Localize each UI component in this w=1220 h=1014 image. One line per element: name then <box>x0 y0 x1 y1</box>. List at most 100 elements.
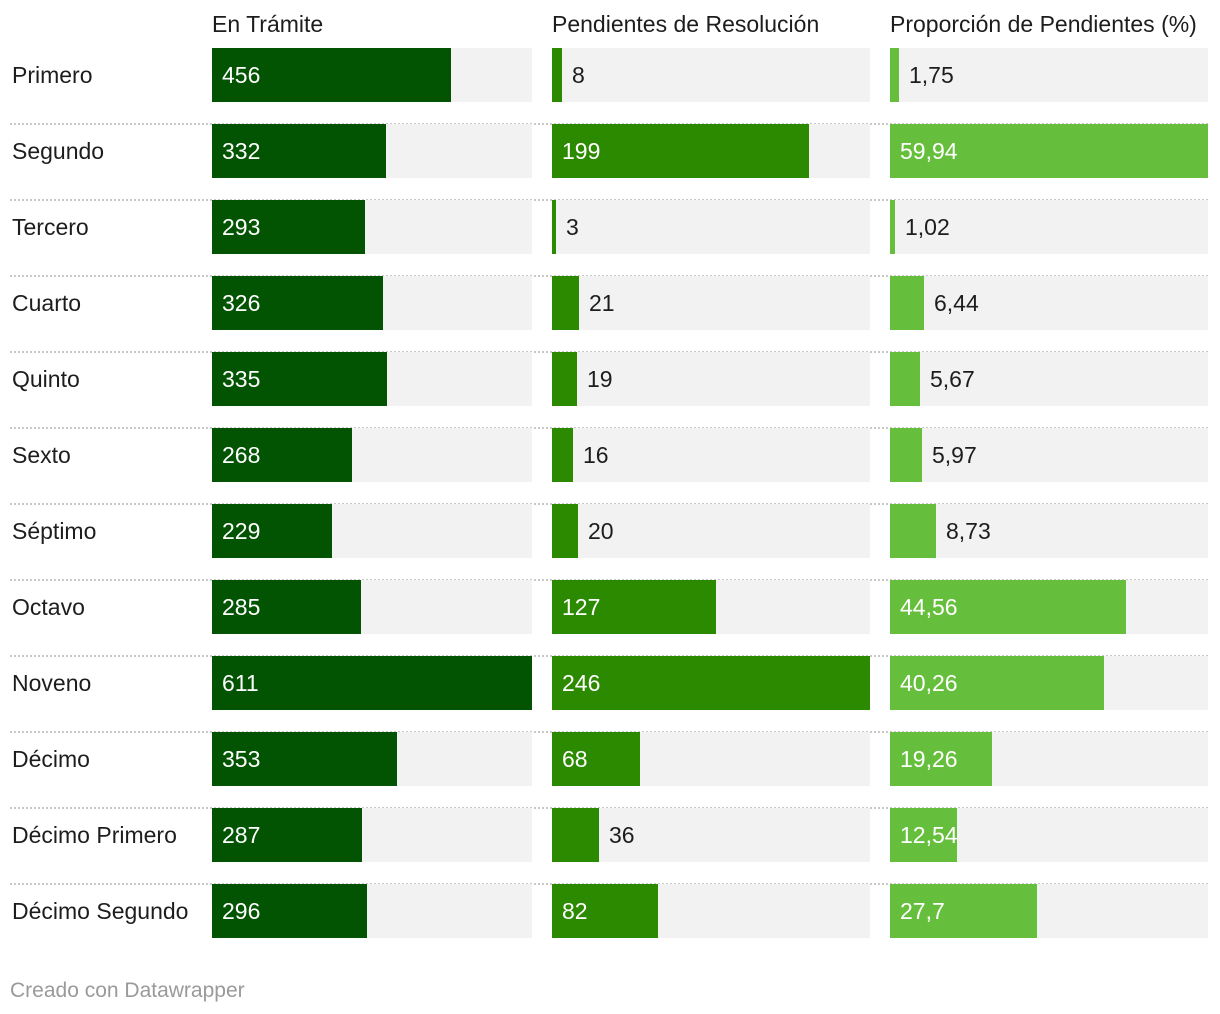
bar <box>552 200 556 254</box>
bar <box>890 884 1037 938</box>
value-label: 353 <box>222 746 261 772</box>
category-label: Quinto <box>12 366 80 392</box>
bar-track: 59,94 <box>890 124 1208 178</box>
chart-row: Octavo 285 127 44,56 <box>0 580 1220 657</box>
bar-track: 611 <box>212 656 532 710</box>
value-label: 5,97 <box>932 442 977 468</box>
value-label: 16 <box>583 442 609 468</box>
value-label: 19,26 <box>900 746 958 772</box>
bar-track: 82 <box>552 884 870 938</box>
value-label: 59,94 <box>900 138 958 164</box>
bar-track: 21 <box>552 276 870 330</box>
value-label: 268 <box>222 442 261 468</box>
value-label: 20 <box>588 518 614 544</box>
value-label: 36 <box>609 822 635 848</box>
chart-row: Décimo 353 68 19,26 <box>0 732 1220 809</box>
chart-row: Décimo Primero 287 36 12,54 <box>0 808 1220 885</box>
chart-row: Tercero 293 3 1,02 <box>0 200 1220 277</box>
bar-track: 27,7 <box>890 884 1208 938</box>
bar-track: 287 <box>212 808 532 862</box>
bar <box>890 732 992 786</box>
bar <box>890 428 922 482</box>
value-label: 285 <box>222 594 261 620</box>
bar <box>552 580 716 634</box>
bar <box>890 504 936 558</box>
bar-track: 1,75 <box>890 48 1208 102</box>
bar <box>212 656 532 710</box>
bar <box>212 124 386 178</box>
bar <box>890 580 1126 634</box>
value-label: 611 <box>222 670 259 696</box>
bar <box>212 732 397 786</box>
bar <box>890 352 920 406</box>
value-label: 326 <box>222 290 261 316</box>
bar-track: 246 <box>552 656 870 710</box>
chart-row: Quinto 335 19 5,67 <box>0 352 1220 429</box>
chart-row: Noveno 611 246 40,26 <box>0 656 1220 733</box>
bar <box>552 884 658 938</box>
category-label: Cuarto <box>12 290 82 316</box>
category-label: Primero <box>12 62 93 88</box>
bar-track: 3 <box>552 200 870 254</box>
bar <box>552 808 599 862</box>
bar-track: 44,56 <box>890 580 1208 634</box>
bar <box>890 808 957 862</box>
chart-row: Primero 456 8 1,75 <box>0 48 1220 125</box>
value-label: 246 <box>562 670 601 696</box>
value-label: 40,26 <box>900 670 958 696</box>
bar <box>890 276 924 330</box>
category-label: Décimo Primero <box>12 822 177 848</box>
value-label: 3 <box>566 214 579 240</box>
category-label: Décimo <box>12 746 90 772</box>
bar <box>212 428 352 482</box>
value-label: 335 <box>222 366 261 392</box>
bar-track: 19 <box>552 352 870 406</box>
bar-track: 199 <box>552 124 870 178</box>
column-header-1: En Trámite <box>212 11 324 37</box>
bar <box>212 580 361 634</box>
bar <box>552 352 577 406</box>
bar <box>212 276 383 330</box>
bar-track: 229 <box>212 504 532 558</box>
category-label: Segundo <box>12 138 105 164</box>
bar-track: 40,26 <box>890 656 1208 710</box>
bar-track: 127 <box>552 580 870 634</box>
value-label: 287 <box>222 822 261 848</box>
value-label: 12,54 <box>900 822 958 848</box>
value-label: 332 <box>222 138 261 164</box>
bar <box>552 428 573 482</box>
bar-track: 16 <box>552 428 870 482</box>
bar-track: 5,97 <box>890 428 1208 482</box>
bar-track: 335 <box>212 352 532 406</box>
value-label: 5,67 <box>930 366 975 392</box>
category-label: Tercero <box>12 214 89 240</box>
bar <box>212 352 387 406</box>
bar-track: 285 <box>212 580 532 634</box>
value-label: 293 <box>222 214 261 240</box>
bar <box>552 504 578 558</box>
bar-track: 36 <box>552 808 870 862</box>
bar <box>212 504 332 558</box>
bar-track: 293 <box>212 200 532 254</box>
bar <box>890 124 1208 178</box>
bar-track: 456 <box>212 48 532 102</box>
value-label: 27,7 <box>900 898 945 924</box>
bar-track: 353 <box>212 732 532 786</box>
bar-track: 332 <box>212 124 532 178</box>
bar-track: 268 <box>212 428 532 482</box>
bar-track: 6,44 <box>890 276 1208 330</box>
category-label: Noveno <box>12 670 92 696</box>
value-label: 8,73 <box>946 518 991 544</box>
chart-row: Séptimo 229 20 8,73 <box>0 504 1220 581</box>
bar <box>552 656 870 710</box>
chart-row: Cuarto 326 21 6,44 <box>0 276 1220 353</box>
value-label: 296 <box>222 898 261 924</box>
value-label: 8 <box>572 62 585 88</box>
chart-row: Sexto 268 16 5,97 <box>0 428 1220 505</box>
category-label: Octavo <box>12 594 85 620</box>
bar <box>552 48 562 102</box>
bar <box>890 48 899 102</box>
bar-track: 8,73 <box>890 504 1208 558</box>
bar-track: 1,02 <box>890 200 1208 254</box>
chart-row: Segundo 332 199 59,94 <box>0 124 1220 201</box>
